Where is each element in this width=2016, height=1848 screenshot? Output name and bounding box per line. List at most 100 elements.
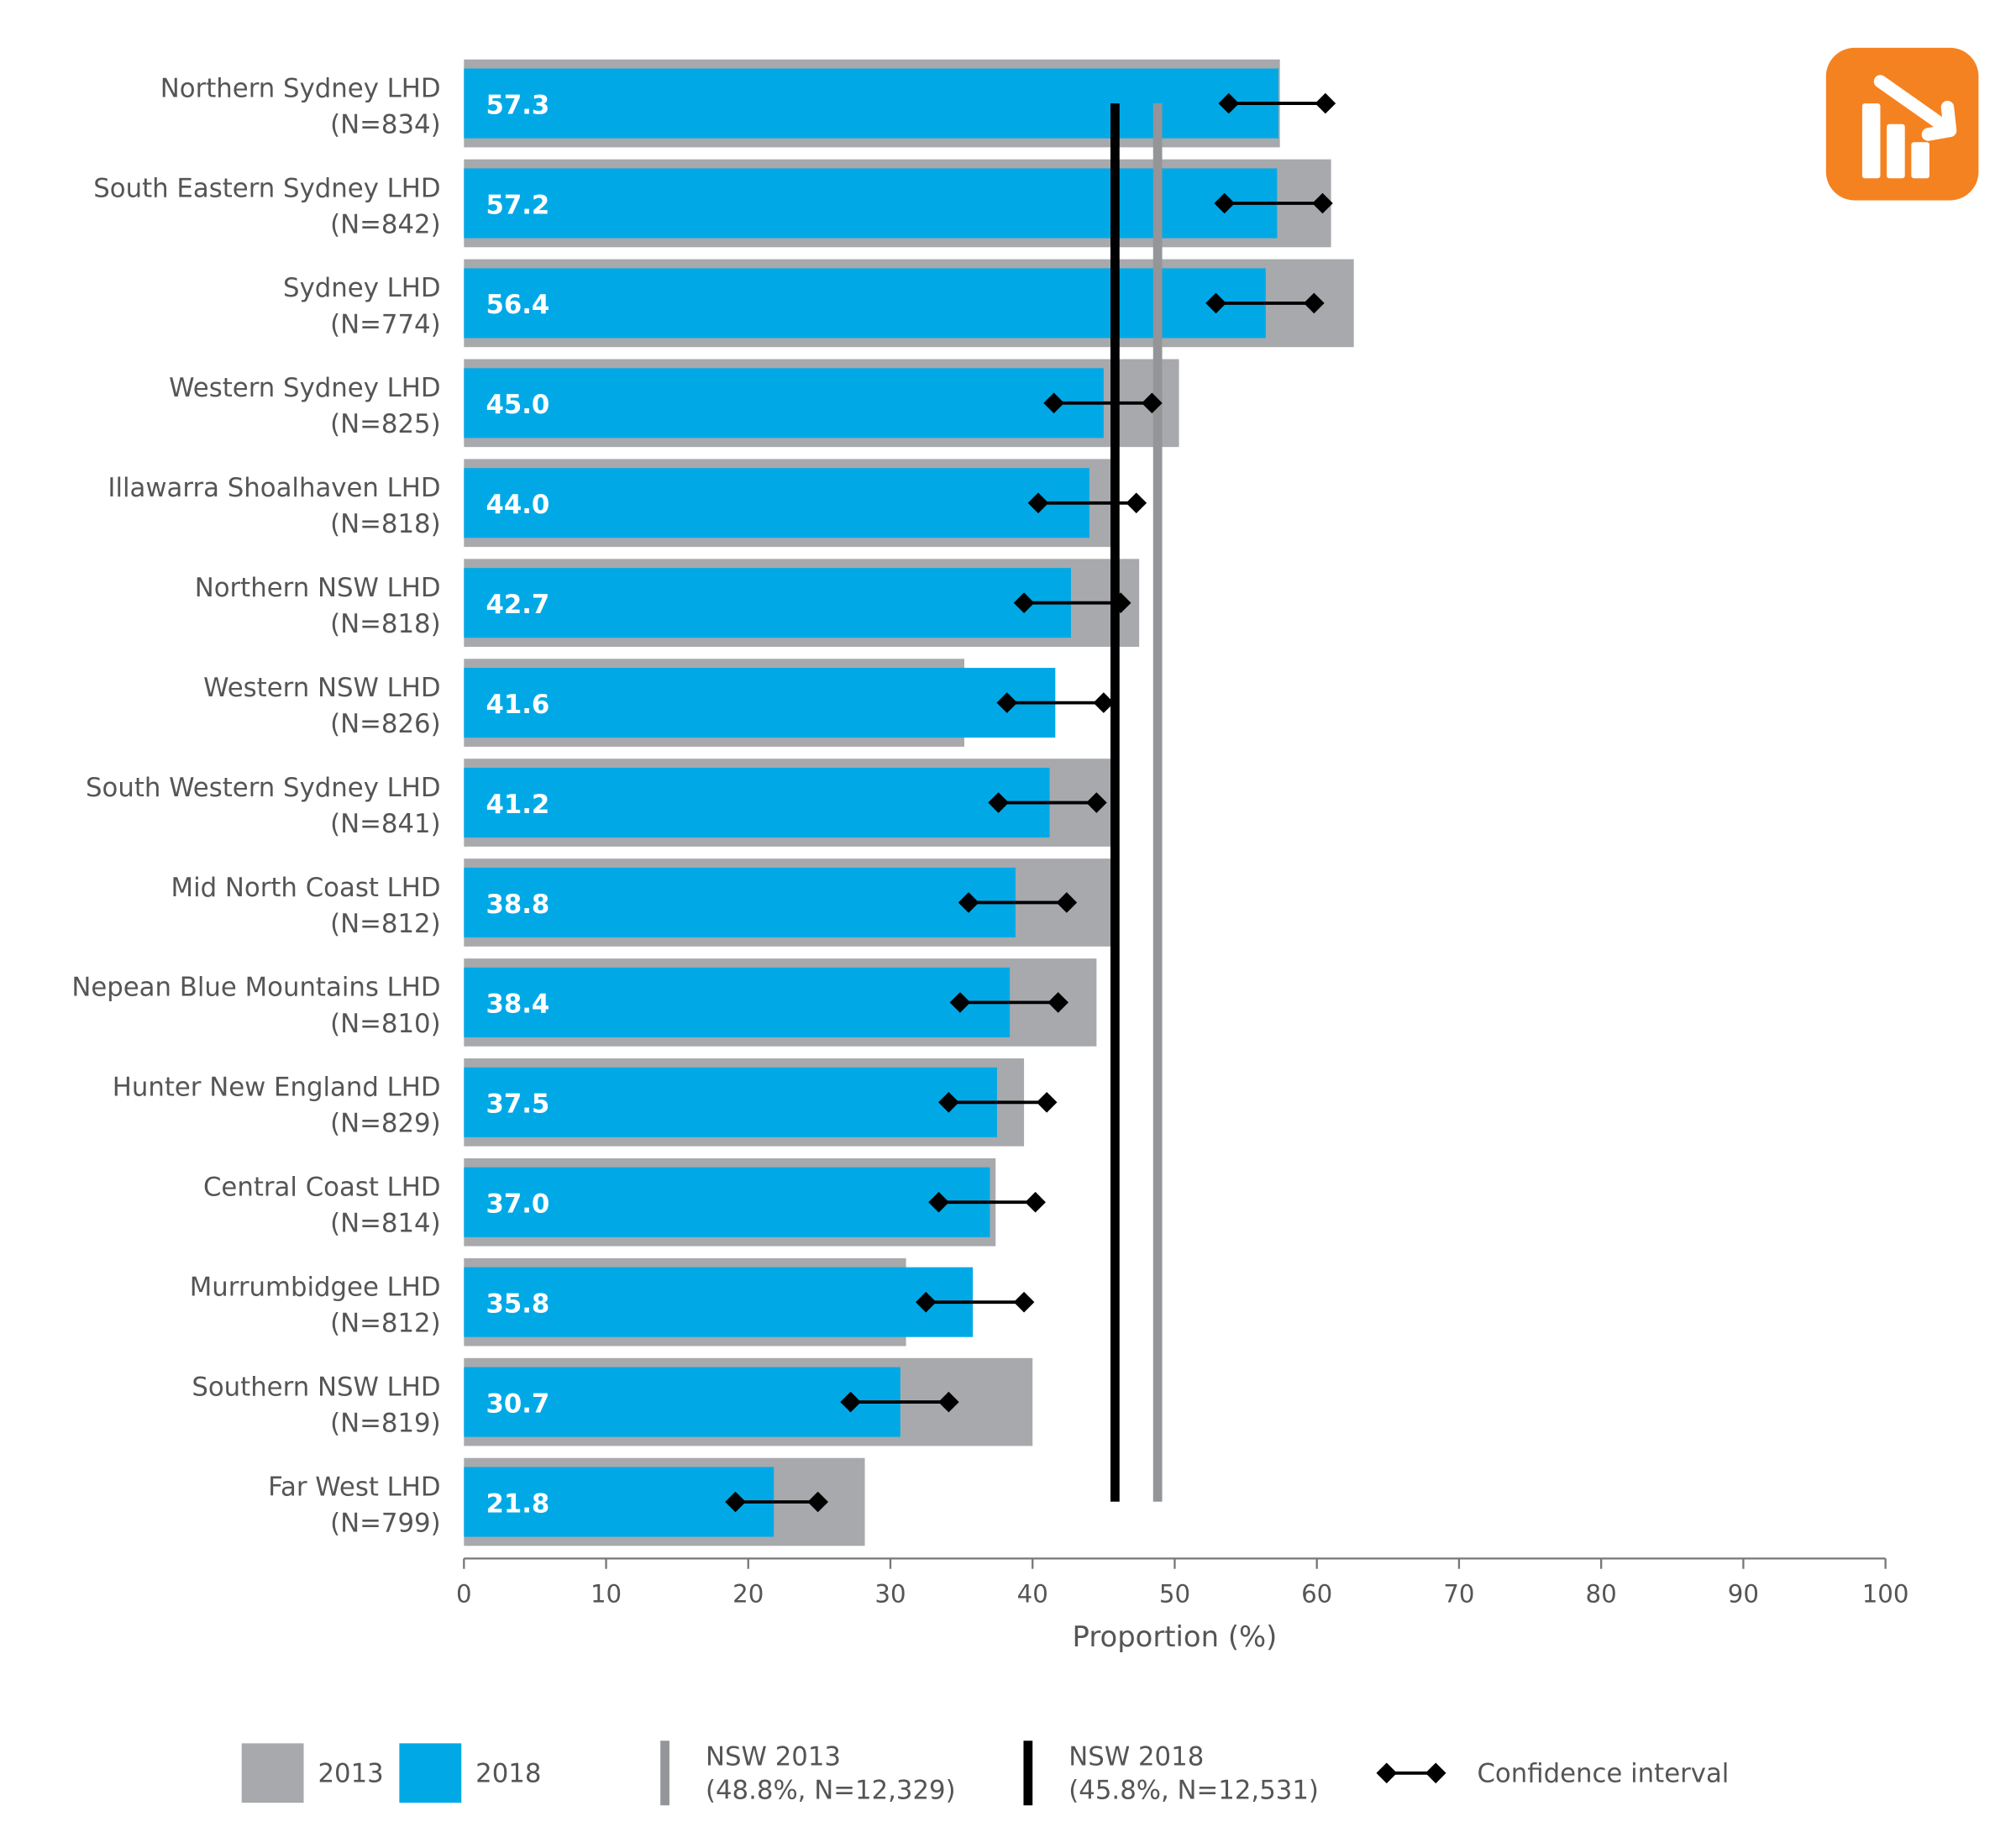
category-n-label: (N=829): [330, 1109, 440, 1139]
reference-lines-layer: [1110, 103, 1163, 1502]
ci-marker: [1312, 192, 1333, 214]
x-axis-title: Proportion (%): [1073, 1620, 1278, 1653]
category-n-label: (N=819): [330, 1408, 440, 1438]
data-label-2018: 38.8: [486, 890, 549, 920]
category-label: Western Sydney LHD: [169, 373, 440, 403]
bar-2018: [464, 1167, 990, 1237]
ci-marker: [1214, 192, 1235, 214]
legend-label-nsw-2018: NSW 2018: [1068, 1742, 1204, 1772]
legend-detail-nsw-2018: (45.8%, N=12,531): [1068, 1776, 1319, 1806]
ci-marker: [1013, 1291, 1035, 1313]
confidence-interval: [996, 692, 1115, 713]
legend-detail-nsw-2013: (48.8%, N=12,329): [706, 1776, 956, 1806]
data-label-2018: 56.4: [486, 290, 549, 320]
data-label-2018: 37.5: [486, 1089, 549, 1120]
ci-marker: [807, 1491, 829, 1513]
data-label-2018: 45.0: [486, 390, 549, 420]
confidence-interval: [916, 1291, 1035, 1313]
confidence-interval: [1027, 492, 1147, 514]
ci-marker: [1027, 492, 1049, 514]
x-axis: 0 10 20 30 40 50 60 70 80 90 100: [456, 1557, 1909, 1609]
category-label: Western NSW LHD: [203, 673, 441, 703]
category-label: South Western Sydney LHD: [86, 773, 441, 803]
trend-down-chart-icon: [1825, 47, 1979, 201]
bar-2018: [464, 268, 1266, 339]
x-tick-label: 80: [1586, 1580, 1617, 1609]
category-n-label: (N=818): [330, 509, 440, 539]
bars-layer: 57.3 57.2 56.4 45.0 44.0 42.7 41.6 41.2 38.8 38.4…: [464, 59, 1354, 1546]
category-n-label: (N=814): [330, 1209, 440, 1239]
bar-2018: [464, 867, 1016, 937]
category-n-label: (N=774): [330, 309, 440, 339]
data-label-2018: 30.7: [486, 1389, 549, 1419]
x-tick-label: 70: [1443, 1580, 1474, 1609]
bar-2018: [464, 1067, 997, 1137]
category-label: Northern NSW LHD: [195, 573, 441, 603]
category-labels: Northern Sydney LHD (N=834) South Eastern …: [71, 73, 440, 1538]
data-label-2018: 38.4: [486, 990, 549, 1020]
ci-marker: [1218, 92, 1240, 114]
category-n-label: (N=810): [330, 1009, 440, 1039]
category-label: Illawarra Shoalhaven LHD: [108, 473, 440, 503]
confidence-interval: [1214, 192, 1333, 214]
category-label: South Eastern Sydney LHD: [93, 173, 440, 203]
ci-marker: [1315, 92, 1336, 114]
ci-marker: [1025, 1191, 1046, 1213]
x-tick-label: 30: [874, 1580, 906, 1609]
ci-marker: [938, 1092, 959, 1113]
category-label: Nepean Blue Mountains LHD: [71, 973, 440, 1003]
x-tick-label: 100: [1862, 1580, 1909, 1609]
legend-label-2018: 2018: [475, 1759, 541, 1789]
x-tick-label: 20: [732, 1580, 764, 1609]
category-n-label: (N=818): [330, 609, 440, 639]
category-n-label: (N=841): [330, 809, 440, 839]
confidence-interval: [725, 1491, 829, 1513]
bar-2018: [464, 1267, 974, 1337]
bar-2018: [464, 967, 1011, 1037]
legend: 2013 2018 NSW 2013 (48.8%, N=12,329) NSW…: [241, 1740, 1729, 1806]
data-label-2018: 35.8: [486, 1289, 549, 1319]
data-label-2018: 21.8: [486, 1488, 549, 1519]
data-label-2018: 57.2: [486, 190, 549, 220]
bar-2018: [464, 668, 1056, 738]
legend-swatch-nsw-2018: [1023, 1740, 1033, 1806]
x-tick-label: 0: [456, 1580, 472, 1609]
data-label-2018: 42.7: [486, 590, 549, 620]
legend-swatch-2013: [241, 1743, 304, 1803]
bar-2018: [464, 368, 1104, 438]
bar-2018: [464, 568, 1071, 638]
x-tick-label: 40: [1017, 1580, 1048, 1609]
legend-swatch-2018: [399, 1743, 462, 1803]
ci-marker: [1036, 1092, 1058, 1113]
category-n-label: (N=799): [330, 1508, 440, 1538]
category-n-label: (N=826): [330, 709, 440, 739]
ci-marker: [725, 1491, 746, 1513]
category-n-label: (N=812): [330, 909, 440, 939]
bar-2018: [464, 1467, 774, 1537]
data-label-2018: 41.6: [486, 690, 549, 720]
reference-line-nsw-2018: [1110, 103, 1120, 1502]
category-n-label: (N=834): [330, 109, 440, 139]
category-n-label: (N=842): [330, 209, 440, 239]
data-label-2018: 41.2: [486, 790, 549, 820]
category-n-label: (N=812): [330, 1309, 440, 1339]
x-tick-label: 10: [591, 1580, 622, 1609]
x-tick-label: 60: [1301, 1580, 1332, 1609]
bar-2018: [464, 1367, 900, 1437]
bar-2018: [464, 468, 1089, 538]
confidence-interval: [840, 1391, 959, 1413]
ci-marker: [938, 1391, 959, 1413]
category-label: Murrumbidgee LHD: [190, 1272, 441, 1302]
legend-label-nsw-2013: NSW 2013: [706, 1742, 841, 1772]
category-label: Sydney LHD: [283, 273, 441, 303]
legend-label-ci: Confidence interval: [1477, 1759, 1729, 1789]
bar-2018: [464, 767, 1050, 838]
category-label: Hunter New England LHD: [113, 1073, 441, 1103]
bar-2018: [464, 68, 1278, 139]
category-label: Central Coast LHD: [203, 1173, 441, 1203]
bar-2018: [464, 168, 1278, 239]
ci-marker: [916, 1291, 937, 1313]
data-label-2018: 44.0: [486, 490, 549, 520]
category-label: Northern Sydney LHD: [160, 73, 441, 103]
